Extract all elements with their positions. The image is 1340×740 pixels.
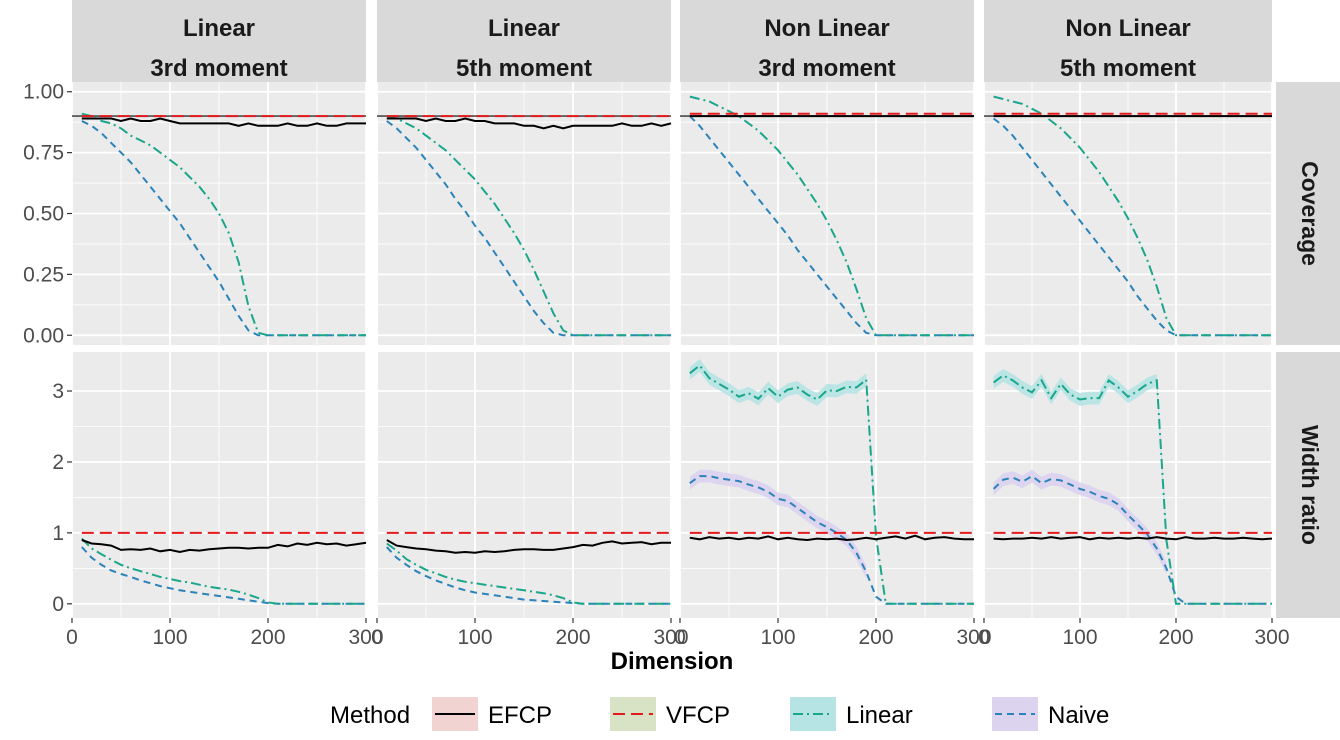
series-line-linear [689,364,974,605]
series-line-naive [992,117,1272,337]
facet-strip-label: Linear [183,15,255,42]
legend-entry-linear: Linear [846,702,913,729]
x-axis-title: Dimension [611,648,734,675]
facet-strip-label: 3rd moment [150,55,287,82]
series-line-efcp [993,536,1273,541]
facet-strip-4 [984,0,1272,82]
y-tick-label: 1 [52,522,64,545]
y-tick-label: 0.00 [23,324,64,347]
x-tick-label: 0 [66,626,78,649]
facet-row-strip-1 [1276,82,1340,345]
facet-strip-2 [377,0,671,82]
series-band-naive [993,469,1167,575]
facet-strip-label: 5th moment [1060,55,1196,82]
x-tick-label: 300 [653,626,688,649]
series-line-efcp [81,539,367,554]
y-tick-label: 0.25 [23,263,64,286]
x-tick-label: 100 [152,626,187,649]
facet-strip-label: Non Linear [764,15,889,42]
series-line-efcp [81,117,366,127]
facet-strip-label: 5th moment [456,55,592,82]
facet-row-strip-2 [1276,352,1340,618]
y-tick-label: 1.00 [23,81,64,104]
x-tick-label: 200 [555,626,590,649]
x-tick-label: 0 [978,626,990,649]
series-band-linear [993,369,1167,547]
x-tick-label: 300 [1254,626,1289,649]
x-tick-label: 0 [674,626,686,649]
legend-entry-vfcp: VFCP [666,702,730,729]
series-line-naive [689,475,974,605]
y-tick-label: 0.75 [23,142,64,165]
series-line-linear [81,112,366,337]
y-tick-label: 0 [52,593,64,616]
y-tick-label: 2 [52,451,64,474]
series-line-efcp [386,539,671,554]
series-line-linear [993,374,1272,605]
x-tick-label: 200 [250,626,285,649]
legend-title: Method [330,702,410,729]
y-tick-label: 3 [52,380,64,403]
facet-strip-label: Non Linear [1065,15,1190,42]
facet-strip-label: 3rd moment [758,55,895,82]
facet-row-label: Coverage [1297,161,1323,266]
x-tick-label: 100 [1062,626,1097,649]
x-tick-label: 200 [1158,626,1193,649]
x-tick-label: 100 [457,626,492,649]
facet-row-label: Width ratio [1297,425,1323,545]
x-tick-label: 0 [371,626,383,649]
facet-strip-label: Linear [488,15,560,42]
series-line-linear [689,95,974,337]
series-line-efcp [386,117,672,130]
x-tick-label: 100 [760,626,795,649]
facet-strip-1 [72,0,366,82]
x-tick-label: 200 [858,626,893,649]
y-tick-label: 0.50 [23,203,64,226]
series-line-linear [386,542,671,605]
legend-entry-naive: Naive [1048,702,1109,729]
series-line-linear [386,115,671,337]
series-line-efcp [689,534,974,542]
x-tick-label: 300 [348,626,383,649]
legend-entry-efcp: EFCP [488,702,552,729]
facet-strip-3 [680,0,974,82]
series-band-naive [689,469,867,579]
x-tick-label: 300 [956,626,991,649]
